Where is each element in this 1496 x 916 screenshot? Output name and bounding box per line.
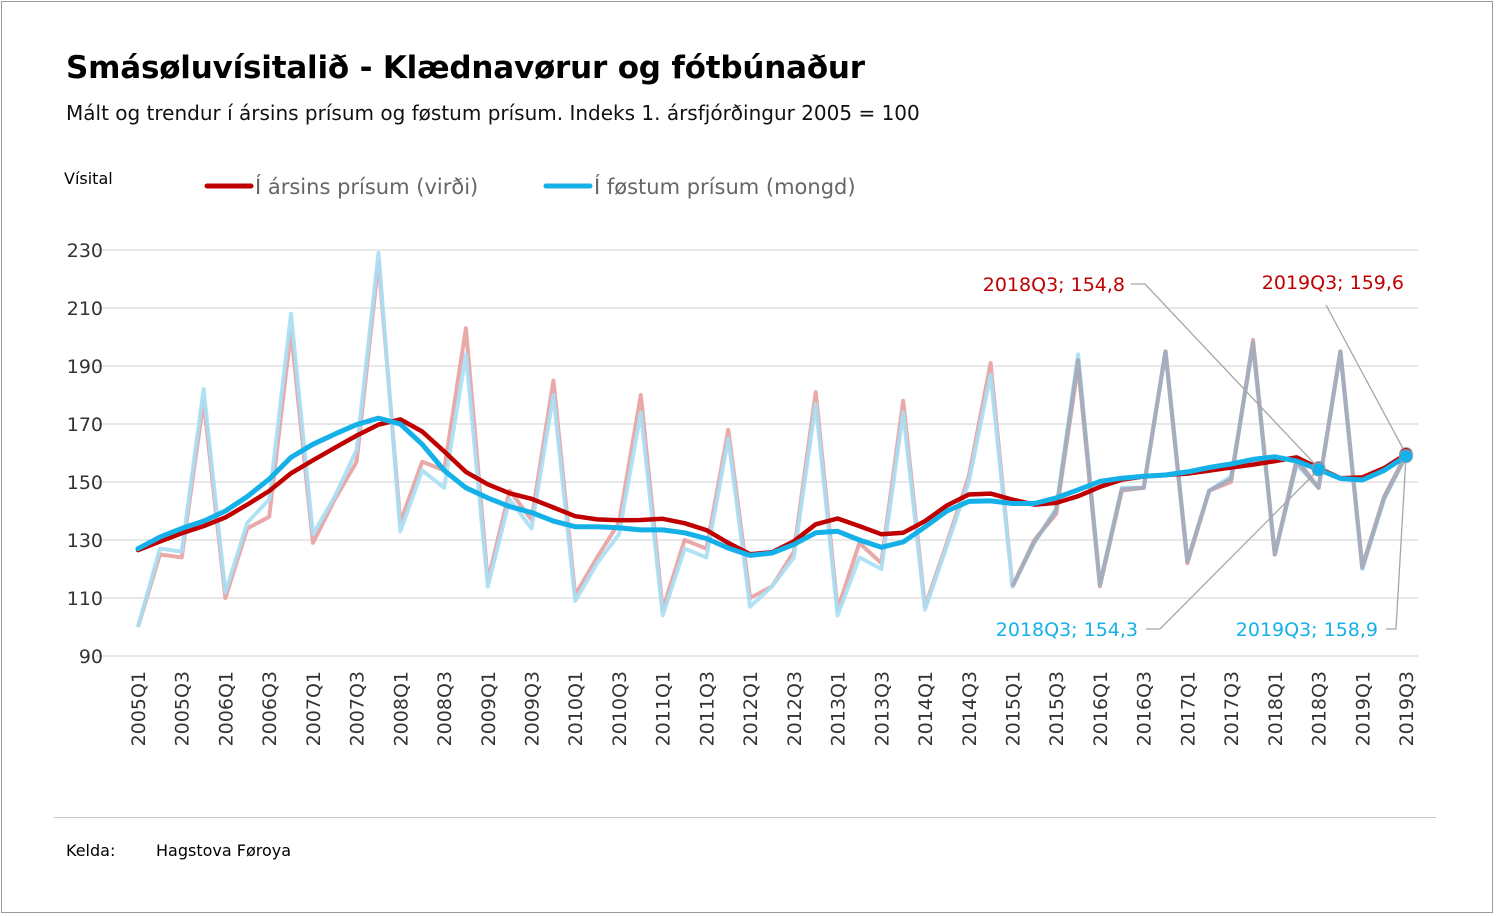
x-tick-label-2013Q1: 2013Q1 xyxy=(828,671,850,746)
x-tick-label-2014Q1: 2014Q1 xyxy=(915,671,937,746)
y-tick-label-90: 90 xyxy=(79,646,103,668)
y-tick-label-210: 210 xyxy=(67,298,103,320)
gridlines xyxy=(96,249,1418,657)
annotation-label-2: 2018Q3; 154,3 xyxy=(996,619,1138,641)
x-tick-label-2015Q3: 2015Q3 xyxy=(1046,671,1068,746)
x-tick-label-2009Q1: 2009Q1 xyxy=(478,671,500,746)
annotation-leader-1 xyxy=(1325,304,1407,455)
chart-subtitle: Mált og trendur í ársins prísum og føstu… xyxy=(66,101,920,125)
x-tick-label-2005Q3: 2005Q3 xyxy=(172,671,194,746)
x-tick-label-2019Q3: 2019Q3 xyxy=(1396,671,1418,746)
measured-overlap-line xyxy=(1010,340,1408,588)
x-tick-label-2016Q1: 2016Q1 xyxy=(1090,671,1112,746)
x-tick-label-2011Q3: 2011Q3 xyxy=(696,671,718,746)
annotation-label-1: 2019Q3; 159,6 xyxy=(1262,272,1404,294)
annotations: 2018Q3; 154,8 2019Q3; 159,6 2018Q3; 154,3 2… xyxy=(983,272,1413,641)
y-tick-label-230: 230 xyxy=(67,240,103,262)
x-tick-label-2019Q1: 2019Q1 xyxy=(1352,671,1374,746)
annotation-label-3: 2019Q3; 158,9 xyxy=(1236,619,1378,641)
measured-series xyxy=(136,250,1408,628)
source-label: Kelda: xyxy=(66,841,116,860)
trend-series xyxy=(135,415,1409,558)
x-tick-label-2007Q1: 2007Q1 xyxy=(303,671,325,746)
legend: Í ársins prísum (virði) Í føstum prísum (… xyxy=(204,174,856,199)
x-tick-label-2017Q3: 2017Q3 xyxy=(1221,671,1243,746)
annotation-leader-3 xyxy=(1386,456,1407,630)
x-tick-label-2008Q1: 2008Q1 xyxy=(390,671,412,746)
chart-title: Smásøluvísitalið - Klædnavørur og fótbún… xyxy=(66,50,865,86)
legend-label-nominal: Í ársins prísum (virði) xyxy=(255,174,478,199)
x-tick-label-2017Q1: 2017Q1 xyxy=(1177,671,1199,746)
x-tick-label-2010Q3: 2010Q3 xyxy=(609,671,631,746)
y-tick-label-190: 190 xyxy=(67,356,103,378)
x-tick-label-2012Q1: 2012Q1 xyxy=(740,671,762,746)
x-tick-label-2012Q3: 2012Q3 xyxy=(784,671,806,746)
x-tick-label-2009Q3: 2009Q3 xyxy=(522,671,544,746)
annotation-marker-3 xyxy=(1399,449,1413,464)
x-tick-label-2007Q3: 2007Q3 xyxy=(347,671,369,746)
x-tick-label-2006Q3: 2006Q3 xyxy=(259,671,281,746)
real-measured-line xyxy=(136,250,1408,628)
real-trend-line xyxy=(135,415,1409,558)
x-tick-label-2015Q1: 2015Q1 xyxy=(1002,671,1024,746)
footer-divider xyxy=(54,817,1436,818)
x-tick-label-2008Q3: 2008Q3 xyxy=(434,671,456,746)
axes: 90 110 130 150 170 190 210 230 2005Q1 2005Q3 2006Q… xyxy=(67,240,1418,746)
y-tick-label-170: 170 xyxy=(67,414,103,436)
y-tick-label-130: 130 xyxy=(67,530,103,552)
y-tick-label-150: 150 xyxy=(67,472,103,494)
x-tick-label-2010Q1: 2010Q1 xyxy=(565,671,587,746)
source-value: Hagstova Føroya xyxy=(156,841,292,860)
annotation-label-0: 2018Q3; 154,8 xyxy=(983,274,1125,296)
annotation-leader-0 xyxy=(1131,283,1320,469)
x-tick-label-2018Q3: 2018Q3 xyxy=(1309,671,1331,746)
legend-label-real: Í føstum prísum (mongd) xyxy=(594,174,856,199)
annotation-leader-2 xyxy=(1146,469,1320,630)
x-tick-label-2016Q3: 2016Q3 xyxy=(1134,671,1156,746)
x-tick-label-2005Q1: 2005Q1 xyxy=(128,671,150,746)
x-tick-label-2018Q1: 2018Q1 xyxy=(1265,671,1287,746)
x-tick-label-2006Q1: 2006Q1 xyxy=(215,671,237,746)
x-tick-label-2013Q3: 2013Q3 xyxy=(871,671,893,746)
annotation-marker-2 xyxy=(1311,462,1326,477)
y-axis-label: Vísital xyxy=(64,169,113,188)
y-tick-label-110: 110 xyxy=(67,588,103,610)
x-tick-label-2014Q3: 2014Q3 xyxy=(959,671,981,746)
x-tick-label-2011Q1: 2011Q1 xyxy=(653,671,675,746)
